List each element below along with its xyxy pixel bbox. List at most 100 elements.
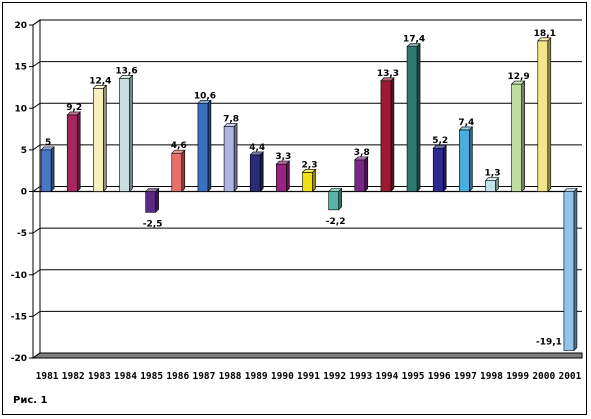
x-tick-1992: 1992 xyxy=(323,371,346,382)
data-label-1986: 4,6 xyxy=(171,141,187,151)
figure-caption: Рис. 1 xyxy=(13,395,48,406)
x-tick-1982: 1982 xyxy=(62,371,85,382)
bar-2000 xyxy=(537,37,552,193)
bar-top xyxy=(406,43,421,47)
gridline-depth xyxy=(32,144,41,151)
bar-front xyxy=(40,149,52,192)
chart-bars xyxy=(40,37,578,352)
data-label-1989: 4,4 xyxy=(249,143,265,153)
gridline-depth xyxy=(32,102,41,109)
bar-front xyxy=(197,102,209,192)
bar-top xyxy=(432,144,447,149)
bar-side xyxy=(233,122,238,193)
gridline-depth xyxy=(32,352,41,359)
bar-front xyxy=(66,114,78,192)
bar-side xyxy=(76,111,81,193)
x-tick-1983: 1983 xyxy=(88,371,111,382)
gridline-depth xyxy=(32,19,41,26)
gridline-depth xyxy=(32,310,41,317)
bar-1982 xyxy=(66,111,81,193)
bar-1985 xyxy=(144,187,160,214)
bar-1996 xyxy=(432,144,447,193)
bar-top xyxy=(354,156,369,161)
data-label-1992: -2,2 xyxy=(326,217,346,227)
bar-front xyxy=(223,126,235,192)
data-label-2001: -19,1 xyxy=(536,338,562,348)
bar-side xyxy=(364,156,369,193)
bar-1983 xyxy=(92,84,108,193)
bar-front xyxy=(432,147,444,192)
bar-side xyxy=(390,77,395,193)
bar-side xyxy=(312,168,316,193)
bar-side xyxy=(129,74,133,193)
bar-top xyxy=(118,74,134,79)
bar-side xyxy=(50,146,55,193)
bar-front xyxy=(328,191,339,211)
chart-data-labels: 5 9,2 12,4 13,6 -2,5 4,6 10,6 7,8 4,4 3,3 2,3 -2,2 3… xyxy=(45,29,562,348)
bar-1986 xyxy=(171,149,186,193)
bar-front xyxy=(563,191,575,351)
x-tick-1989: 1989 xyxy=(245,371,268,382)
x-tick-1996: 1996 xyxy=(428,371,451,382)
x-tick-1984: 1984 xyxy=(114,371,137,382)
bar-top xyxy=(144,188,160,192)
x-tick-1985: 1985 xyxy=(140,371,163,382)
bar-top xyxy=(510,80,526,85)
data-label-1997: 7,4 xyxy=(458,118,474,128)
bar-front xyxy=(145,191,156,213)
bar-side xyxy=(469,126,473,193)
y-tick-label: -5 xyxy=(17,229,27,239)
bar-front xyxy=(302,172,313,192)
x-axis-ticks: 1981 1982 1983 1984 1985 1986 1987 1988 1989 1990… xyxy=(36,371,582,382)
data-label-1996: 5,2 xyxy=(432,136,448,146)
gridline-depth xyxy=(32,186,41,192)
bar-front xyxy=(93,87,104,192)
x-tick-1997: 1997 xyxy=(454,371,477,382)
gridline-depth xyxy=(32,227,41,234)
data-label-1983: 12,4 xyxy=(89,76,111,86)
bar-side xyxy=(207,99,212,193)
bar-front xyxy=(537,40,549,192)
bar-side xyxy=(338,187,342,211)
bar-front xyxy=(171,152,183,192)
x-tick-1990: 1990 xyxy=(271,371,294,382)
y-tick-label: 10 xyxy=(14,104,27,114)
bar-side xyxy=(103,84,107,193)
bar-side xyxy=(521,80,525,193)
bar-front xyxy=(406,46,418,192)
x-tick-2000: 2000 xyxy=(532,371,555,382)
bar-top xyxy=(484,177,500,181)
bar-1992 xyxy=(327,187,343,211)
x-tick-1999: 1999 xyxy=(506,371,529,382)
bar-top xyxy=(249,151,264,156)
bar-front xyxy=(249,154,261,192)
y-tick-label: -15 xyxy=(11,312,27,322)
bar-1997 xyxy=(458,126,474,193)
data-label-1981: 5 xyxy=(45,138,51,148)
bar-side xyxy=(181,149,186,193)
bar-side xyxy=(286,160,290,193)
bar-1988 xyxy=(223,122,238,193)
x-tick-1988: 1988 xyxy=(219,371,242,382)
bar-front xyxy=(119,77,130,192)
bar-chart: 20 15 10 5 0 -5 -10 -15 -20 5 9,2 12,4 13,6 -2,5 4,6 1… xyxy=(11,19,583,382)
data-label-1985: -2,5 xyxy=(143,219,163,229)
x-tick-1987: 1987 xyxy=(192,371,215,382)
bar-top xyxy=(171,149,186,154)
data-label-1999: 12,9 xyxy=(508,72,530,82)
bar-side xyxy=(573,187,578,352)
bar-1989 xyxy=(249,151,264,193)
bar-1987 xyxy=(197,99,212,193)
bar-1994 xyxy=(380,77,395,193)
bar-side xyxy=(416,42,421,193)
bar-top xyxy=(223,123,238,127)
bar-top xyxy=(275,160,291,165)
y-axis-ticks: 20 15 10 5 0 -5 -10 -15 -20 xyxy=(11,21,27,364)
bar-top xyxy=(92,84,108,89)
x-tick-1998: 1998 xyxy=(480,371,503,382)
bar-front xyxy=(380,80,392,192)
bar-side xyxy=(442,144,447,193)
y-tick-label: -10 xyxy=(11,271,27,281)
data-label-1990: 3,3 xyxy=(275,152,291,162)
gridline-depth xyxy=(32,61,41,68)
